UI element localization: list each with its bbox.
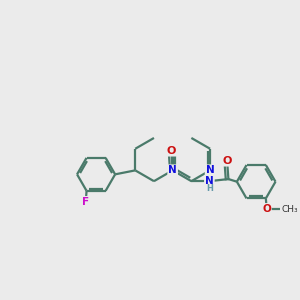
Text: N: N: [205, 176, 214, 186]
Text: CH₃: CH₃: [281, 205, 298, 214]
Text: O: O: [222, 155, 232, 166]
Text: O: O: [262, 204, 271, 214]
Text: H: H: [207, 184, 214, 193]
Text: N: N: [168, 165, 177, 176]
Text: F: F: [82, 197, 90, 207]
Text: N: N: [206, 165, 214, 176]
Text: O: O: [167, 146, 176, 155]
